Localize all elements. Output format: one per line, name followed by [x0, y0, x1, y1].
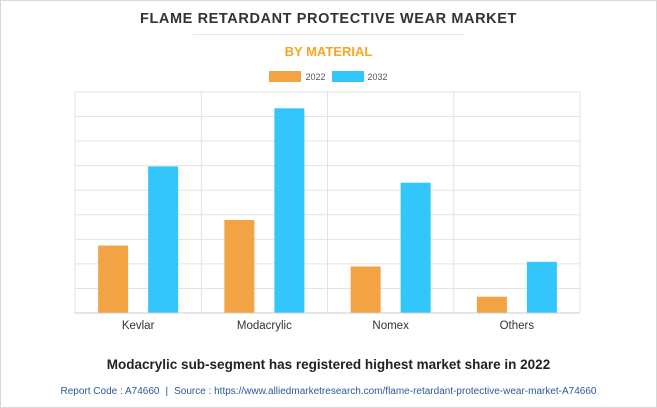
- legend-item-2032[interactable]: 2032: [331, 71, 388, 82]
- chart-footnote: Modacrylic sub-segment has registered hi…: [106, 357, 551, 372]
- legend-swatch-2022: [269, 71, 302, 82]
- bar-others-2032: [526, 261, 557, 313]
- title-divider: [193, 34, 464, 35]
- bar-kevlar-2022: [98, 245, 129, 313]
- legend-swatch-2032: [331, 71, 364, 82]
- x-tick-label-kevlar: Kevlar: [122, 320, 155, 332]
- source-line: Report Code : A74660 | Source : https://ww…: [0, 386, 657, 397]
- legend-item-2022[interactable]: 2022: [269, 71, 326, 82]
- bar-kevlar-2032: [148, 166, 179, 313]
- x-tick-label-nomex: Nomex: [372, 320, 409, 332]
- chart-title: FLAME RETARDANT PROTECTIVE WEAR MARKET: [140, 11, 517, 27]
- chart-subtitle: BY MATERIAL: [284, 44, 373, 59]
- bar-nomex-2022: [350, 266, 381, 313]
- source-separator: |: [165, 386, 169, 397]
- bar-nomex-2032: [400, 182, 431, 313]
- legend-label-2022: 2022: [305, 71, 326, 82]
- bar-modacrylic-2022: [224, 219, 255, 313]
- legend: 2022 2032: [0, 71, 657, 82]
- bar-others-2022: [476, 296, 507, 313]
- x-tick-label-others: Others: [500, 320, 535, 332]
- x-tick-label-modacrylic: Modacrylic: [237, 320, 292, 332]
- report-code: Report Code : A74660: [60, 386, 160, 397]
- bar-modacrylic-2032: [274, 108, 305, 313]
- legend-label-2032: 2032: [367, 71, 388, 82]
- source-link[interactable]: Source : https://www.alliedmarketresearc…: [174, 386, 597, 397]
